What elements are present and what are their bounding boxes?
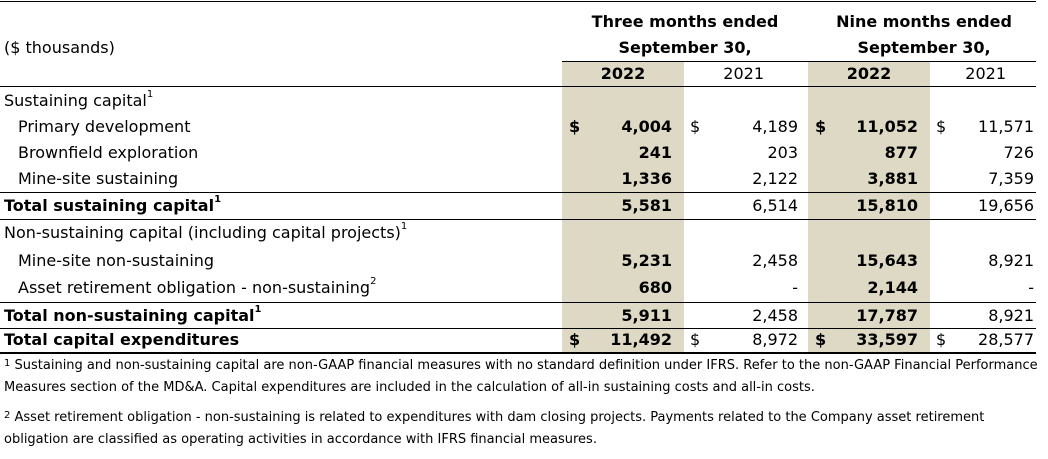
footnote-2: 2 Asset retirement obligation - non-sust… [4,407,1040,451]
value-ytd-2021: - [1028,278,1034,297]
col-header-q3-2021: 2021 [723,64,764,83]
row-label: Brownfield exploration [18,143,199,162]
value-q3-2022: 680 [638,278,672,297]
footnote-ref: 1 [254,304,262,315]
highlight-ytd-2022-column [808,61,930,352]
value-ytd-2021: 726 [1003,143,1034,162]
value-q3-2022: 11,492 [610,330,672,349]
row-label: Total capital expenditures [4,330,240,349]
row-label: Asset retirement obligation - non-sustai… [18,278,371,297]
value-ytd-2022: 877 [884,143,918,162]
value-ytd-2022: 15,643 [856,251,918,270]
value-q3-2022: 5,581 [621,196,672,215]
value-q3-2022: 5,911 [621,306,672,325]
three-months-header-line1: Three months ended [591,12,779,31]
value-ytd-2022: 17,787 [856,306,918,325]
row-primary-development: Primary development $ 4,004 $ 4,189 $ 11… [0,114,1036,140]
total-rule [0,328,1036,329]
subtotal-rule [0,192,1036,193]
value-ytd-2022: 33,597 [856,330,918,349]
header-rule [562,61,1036,62]
value-q3-2022: 5,231 [621,251,672,270]
row-total-non-sustaining-capital: Total non-sustaining capital1 5,911 2,45… [0,303,1036,329]
row-total-capital-expenditures: Total capital expenditures $ 11,492 $ 8,… [0,327,1036,353]
units-label: ($ thousands) [4,38,115,57]
col-header-q3-2022: 2022 [600,64,646,83]
row-label: Total non-sustaining capital [4,306,255,325]
footnote-marker: 1 [4,358,11,369]
value-ytd-2021: 8,921 [988,251,1034,270]
value-q3-2021: - [792,278,798,297]
currency-symbol: $ [815,117,827,136]
value-ytd-2022: 11,052 [856,117,918,136]
col-header-ytd-2022: 2022 [846,64,892,83]
currency-symbol: $ [815,330,827,349]
value-q3-2021: 203 [767,143,798,162]
row-brownfield-exploration: Brownfield exploration 241 203 877 726 [0,140,1036,166]
value-ytd-2022: 15,810 [856,196,918,215]
highlight-q3-2022-column [562,61,684,352]
total-rule [0,219,1036,220]
subtotal-rule [0,302,1036,303]
value-q3-2021: 2,122 [752,169,798,188]
value-ytd-2022: 2,144 [867,278,918,297]
value-q3-2022: 4,004 [621,117,672,136]
row-label: Primary development [18,117,191,136]
currency-symbol: $ [936,117,947,136]
footnote-ref: 1 [146,89,154,100]
value-q3-2021: 6,514 [752,196,798,215]
currency-symbol: $ [569,117,581,136]
row-mine-site-sustaining: Mine-site sustaining 1,336 2,122 3,881 7… [0,166,1036,192]
value-q3-2021: 4,189 [752,117,798,136]
footnote-ref: 1 [400,221,408,232]
footnote-ref: 1 [214,194,222,205]
footnote-ref: 2 [370,276,377,287]
value-q3-2021: 8,972 [752,330,798,349]
value-ytd-2021: 7,359 [988,169,1034,188]
col-header-ytd-2021: 2021 [965,64,1006,83]
value-q3-2021: 2,458 [752,251,798,270]
row-label: Mine-site non-sustaining [18,251,215,270]
row-non-sustaining-capital: Non-sustaining capital (including capita… [0,220,1036,246]
top-rule [0,1,1036,2]
row-mine-site-non-sustaining: Mine-site non-sustaining 5,231 2,458 15,… [0,248,1036,274]
value-ytd-2021: 11,571 [978,117,1034,136]
currency-symbol: $ [690,117,701,136]
row-total-sustaining-capital: Total sustaining capital1 5,581 6,514 15… [0,193,1036,219]
footnote-text: Asset retirement obligation - non-sustai… [4,410,985,447]
footnote-1: 1 Sustaining and non-sustaining capital … [4,355,1040,399]
three-months-header-line2: September 30, [618,38,752,57]
value-q3-2022: 241 [638,143,672,162]
nine-months-header-line2: September 30, [857,38,991,57]
grand-total-rule [0,352,1036,354]
value-q3-2022: 1,336 [621,169,672,188]
value-ytd-2021: 19,656 [978,196,1034,215]
nine-months-header-line1: Nine months ended [836,12,1012,31]
currency-symbol: $ [690,330,701,349]
footnote-marker: 2 [4,410,11,421]
row-label: Mine-site sustaining [18,169,179,188]
column-header-rule [0,86,1036,87]
value-ytd-2021: 8,921 [988,306,1034,325]
value-ytd-2021: 28,577 [978,330,1034,349]
footnote-text: Sustaining and non-sustaining capital ar… [4,358,1038,395]
row-label: Sustaining capital [4,91,147,110]
row-asset-retirement-obligation: Asset retirement obligation - non-sustai… [0,275,1036,301]
currency-symbol: $ [569,330,581,349]
row-label: Non-sustaining capital (including capita… [4,223,401,242]
row-sustaining-capital: Sustaining capital1 [0,88,1036,114]
row-label: Total sustaining capital [4,196,215,215]
value-ytd-2022: 3,881 [867,169,918,188]
value-q3-2021: 2,458 [752,306,798,325]
currency-symbol: $ [936,330,947,349]
